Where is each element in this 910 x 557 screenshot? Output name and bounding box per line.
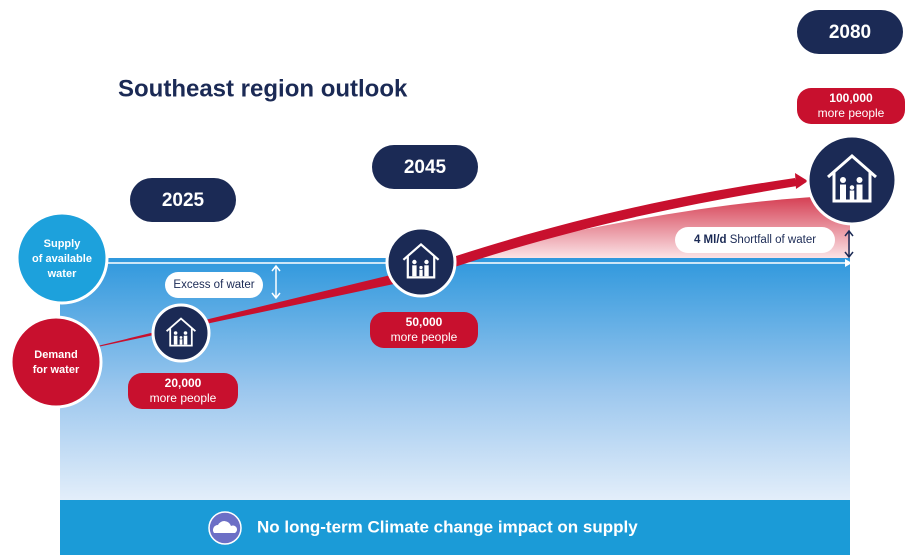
excess-pill bbox=[165, 272, 263, 298]
demand-label: for water bbox=[33, 364, 80, 376]
people-count: 100,000 bbox=[829, 91, 873, 105]
year: 2045 bbox=[404, 157, 447, 178]
house-circle bbox=[806, 134, 898, 226]
house-circle bbox=[385, 226, 457, 298]
year: 2025 bbox=[162, 190, 205, 211]
supply-label: water bbox=[47, 268, 77, 280]
shortfall-pill bbox=[675, 227, 835, 253]
year-pill bbox=[130, 178, 236, 222]
footer-band bbox=[60, 500, 850, 555]
title: Southeast region outlook bbox=[118, 75, 408, 102]
people-label: more people bbox=[391, 330, 458, 344]
footer-text: No long-term Climate change impact on su… bbox=[257, 517, 638, 536]
people-label: more people bbox=[150, 391, 217, 405]
excess-arrow bbox=[271, 264, 281, 300]
people-count: 20,000 bbox=[165, 376, 202, 390]
year: 2080 bbox=[829, 22, 871, 43]
supply-arrow bbox=[845, 259, 852, 267]
supply-label: Supply bbox=[44, 238, 82, 250]
supply-circle bbox=[15, 211, 109, 305]
shortfall-arrow bbox=[844, 229, 854, 259]
cloud bbox=[213, 521, 238, 533]
supply-label: of available bbox=[32, 253, 92, 265]
house-circle bbox=[151, 303, 211, 363]
shortfall-label: 4 Ml/d Shortfall of water bbox=[694, 234, 816, 246]
people-label: more people bbox=[818, 106, 885, 120]
demand-label: Demand bbox=[34, 349, 77, 361]
demand-arrow bbox=[795, 173, 808, 189]
year-pill bbox=[372, 145, 478, 189]
year-pill bbox=[797, 10, 903, 54]
excess-label: Excess of water bbox=[173, 279, 254, 291]
people-pill bbox=[797, 88, 905, 124]
people-count: 50,000 bbox=[406, 315, 443, 329]
people-pill bbox=[128, 373, 238, 409]
people-pill bbox=[370, 312, 478, 348]
demand-circle bbox=[9, 315, 103, 409]
